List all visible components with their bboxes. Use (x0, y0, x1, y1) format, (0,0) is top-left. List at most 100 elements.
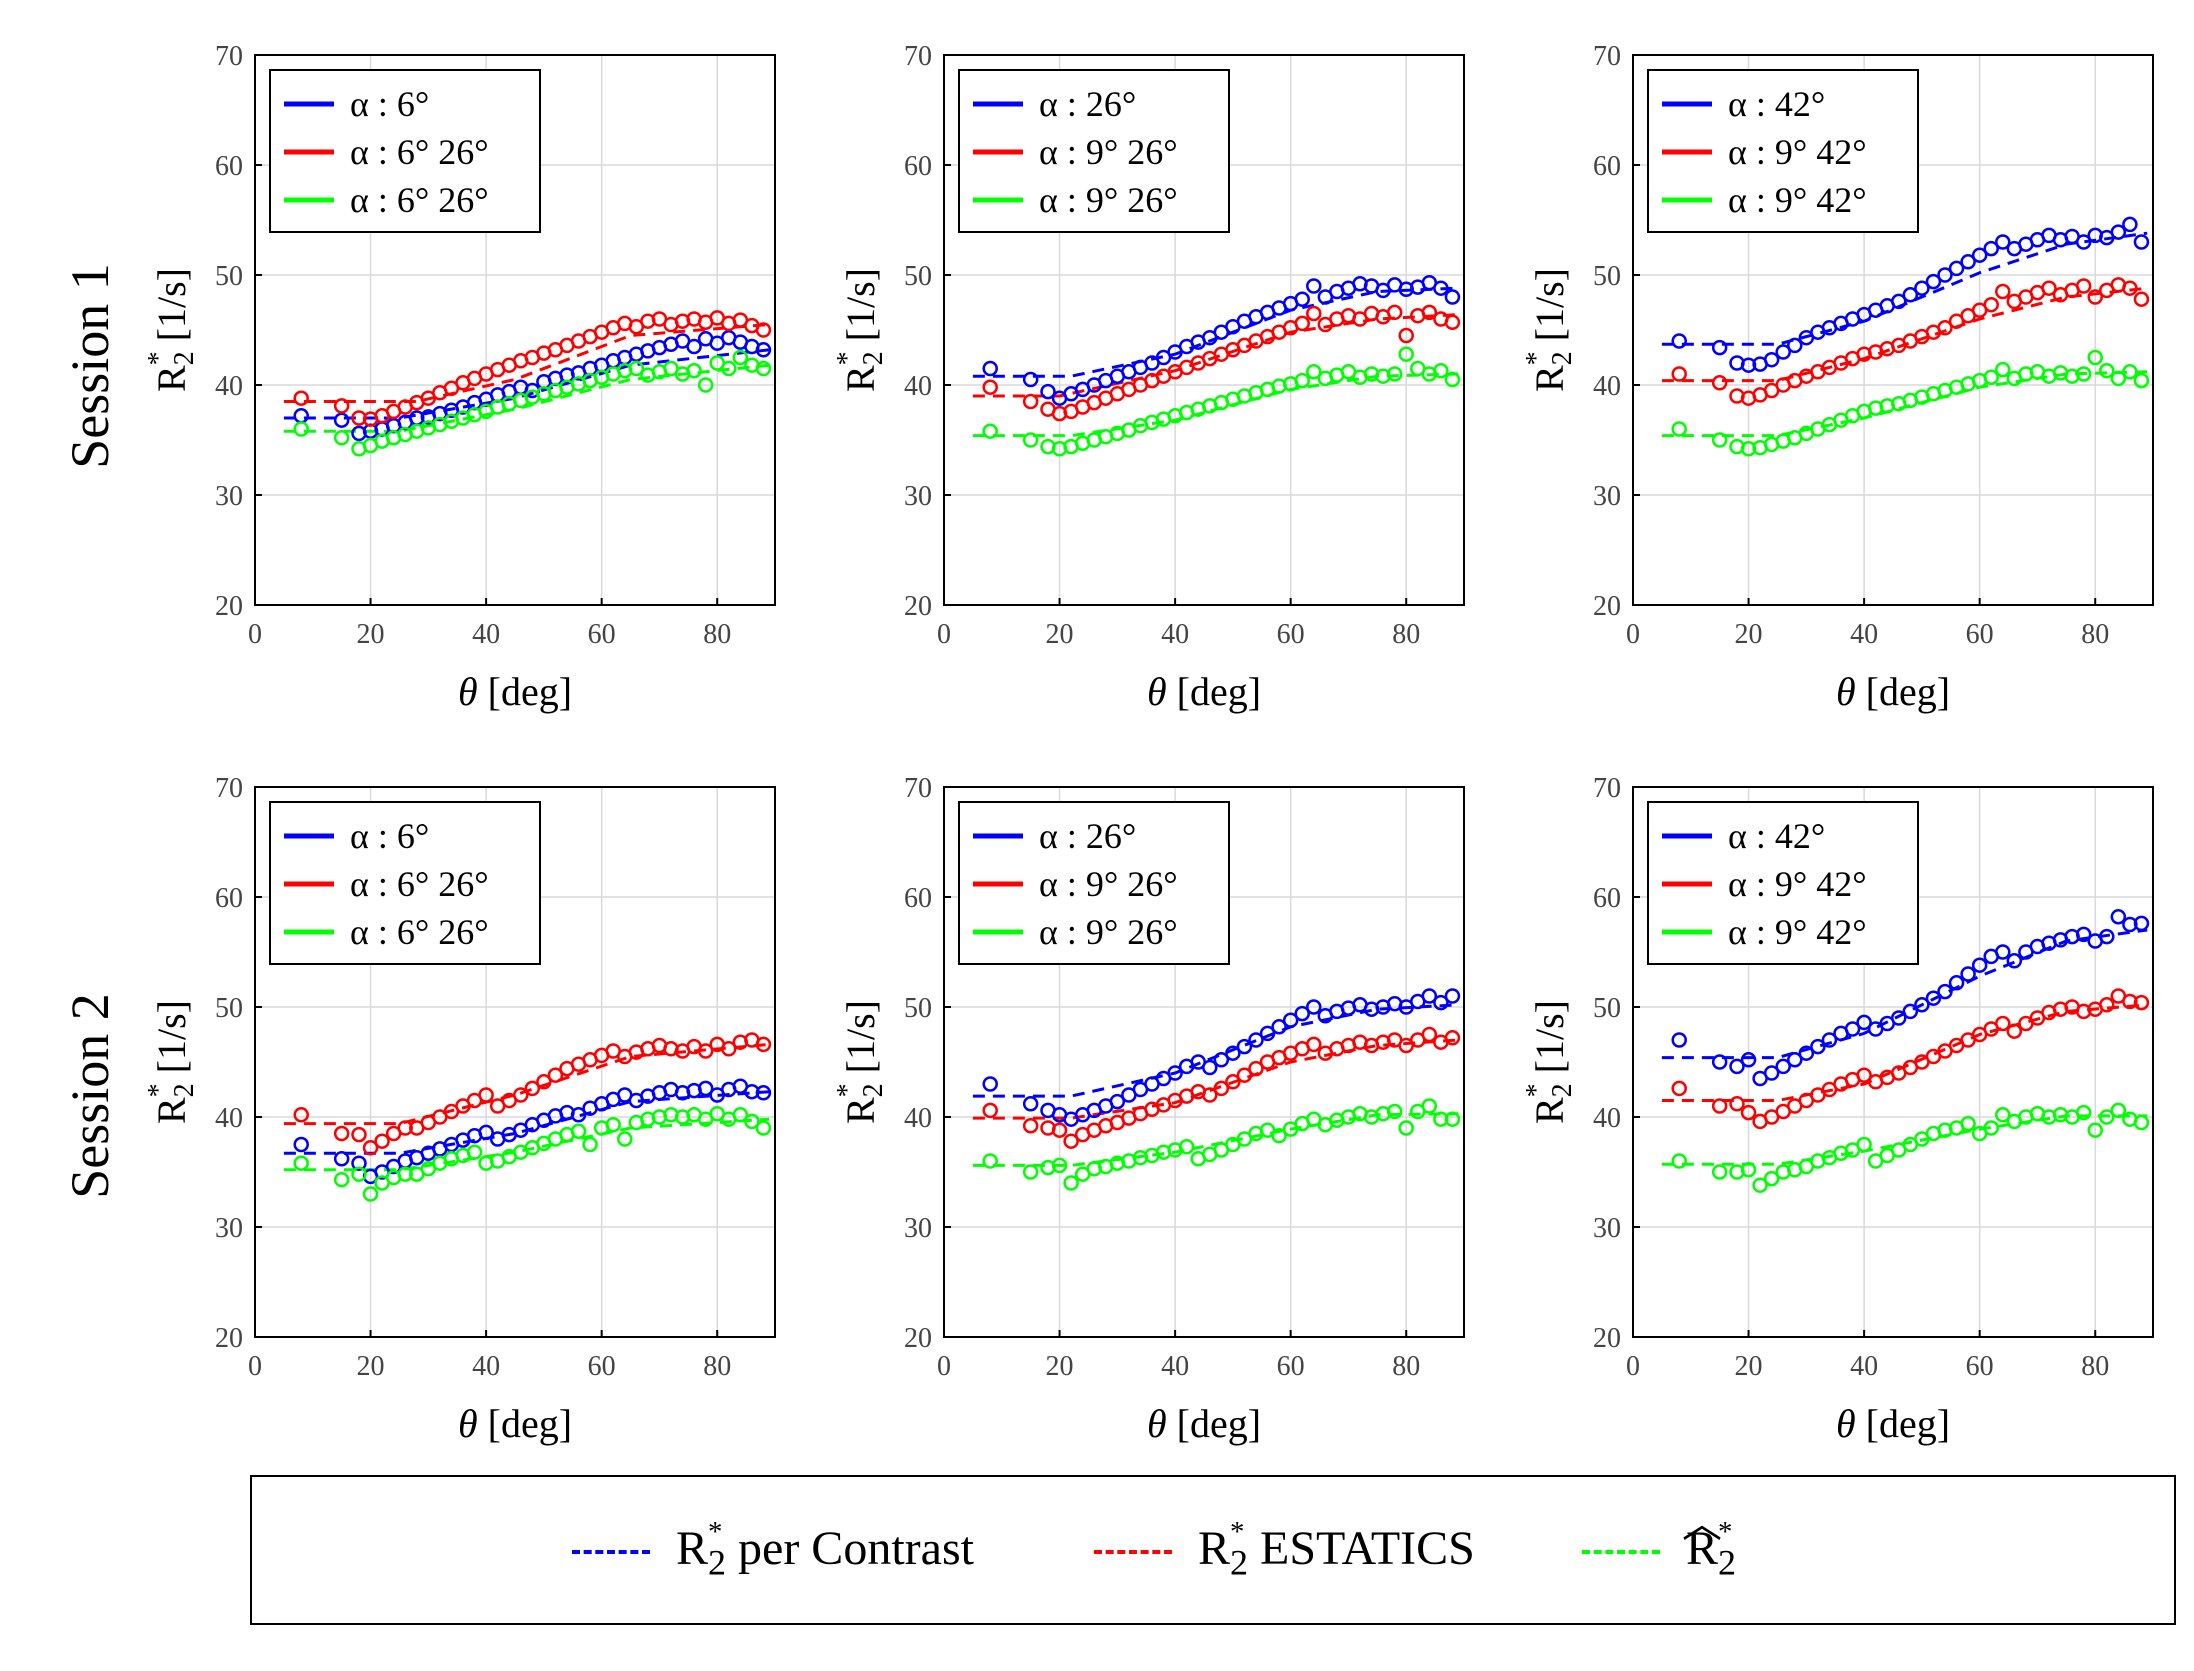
x-tick-label: 80 (2081, 619, 2109, 650)
data-point-green (744, 1113, 760, 1130)
y-tick-label: 70 (1593, 773, 1621, 804)
data-point-red (1306, 1036, 1322, 1053)
data-point-blue (1995, 234, 2011, 250)
data-point-green (582, 1136, 598, 1153)
data-point-blue (333, 1151, 350, 1167)
data-point-green (1983, 1120, 1999, 1136)
data-point-red (982, 379, 998, 395)
data-point-blue (2006, 953, 2023, 969)
data-point-blue (982, 1076, 998, 1092)
data-point-green (2099, 362, 2115, 379)
y-tick-label: 40 (215, 1103, 243, 1134)
data-point-green (2087, 1122, 2103, 1138)
data-point-green (2099, 1109, 2115, 1125)
x-tick-label: 60 (588, 619, 616, 650)
axes-frame (943, 54, 1465, 606)
legend-sub: 2 (1230, 1542, 1249, 1583)
data-point-blue (697, 1080, 714, 1097)
y-tick-label: 20 (904, 591, 932, 622)
data-point-green (1763, 1170, 1780, 1187)
y-tick-label: 70 (1593, 41, 1621, 72)
data-point-blue (686, 338, 702, 355)
data-point-green (1022, 1164, 1039, 1180)
data-point-red (397, 1120, 413, 1136)
legend-entry-label: α : 6° 26° (350, 180, 489, 220)
data-point-blue (1937, 267, 1953, 283)
data-point-red (1386, 304, 1403, 321)
y-axis-label-text: R2* [1/s] (1521, 1000, 1578, 1124)
data-point-green (1398, 1120, 1414, 1136)
y-axis-label: R2* [1/s] (832, 1000, 889, 1124)
data-point-blue (2133, 234, 2150, 250)
legend-entry-label: α : 9° 26° (1039, 180, 1178, 220)
x-axis-label: θ [deg] (1147, 669, 1261, 714)
legend-per-contrast: R * 2 per Contrast (572, 1516, 974, 1582)
axes-frame (943, 786, 1465, 1338)
x-tick-label: 60 (1277, 619, 1305, 650)
data-point-blue (1740, 357, 1757, 373)
data-point-blue (1444, 289, 1461, 305)
legend-sup: * (1230, 1515, 1245, 1548)
axes-frame (254, 54, 776, 606)
data-point-blue (1948, 975, 1965, 991)
y-tick-label: 50 (1593, 261, 1621, 292)
data-point-green (628, 360, 645, 377)
y-tick-label: 30 (904, 1213, 932, 1244)
data-point-red (721, 1041, 737, 1057)
data-point-red (351, 1126, 367, 1143)
y-axis-label-text: R2* [1/s] (143, 1000, 200, 1124)
legend-symbol: R (676, 1521, 709, 1575)
axes-frame (1632, 786, 2154, 1338)
x-tick-label: 80 (1392, 619, 1420, 650)
data-point-green (1671, 421, 1687, 437)
data-point-red (1421, 304, 1438, 321)
data-point-green (2122, 364, 2138, 380)
data-point-blue (1421, 988, 1438, 1004)
y-tick-label: 30 (1593, 481, 1621, 512)
y-tick-label: 70 (904, 773, 932, 804)
data-point-blue (1213, 1052, 1230, 1068)
data-point-red (1421, 1026, 1438, 1043)
data-point-red (513, 1087, 529, 1103)
y-tick-label: 40 (1593, 371, 1621, 402)
y-axis-label: R2* [1/s] (832, 268, 889, 392)
data-point-red (2133, 994, 2150, 1011)
data-point-blue (1711, 339, 1728, 356)
data-point-green (697, 377, 714, 393)
data-point-red (1051, 1122, 1068, 1138)
data-point-blue (1891, 1010, 1907, 1026)
data-point-red (1937, 320, 1953, 336)
data-point-blue (333, 412, 350, 428)
data-point-red (1022, 393, 1039, 410)
data-point-red (1740, 1104, 1757, 1121)
y-tick-label: 50 (904, 993, 932, 1024)
axes-frame (1632, 54, 2154, 606)
data-point-green (466, 1144, 483, 1160)
legend-entry-label: α : 6° (350, 816, 429, 856)
session-1-label: Session 1 (60, 263, 120, 469)
data-point-green (1306, 364, 1322, 380)
data-point-green (570, 1123, 587, 1140)
fit-line-red (283, 323, 770, 403)
data-point-green (1983, 369, 1999, 386)
data-point-green (2133, 1114, 2150, 1131)
data-point-blue (1671, 1032, 1687, 1048)
legend-sup: * (1718, 1515, 1733, 1548)
data-point-green (1421, 1098, 1438, 1114)
x-tick-label: 20 (1046, 1351, 1074, 1382)
data-point-blue (351, 1155, 367, 1171)
x-tick-label: 20 (1046, 619, 1074, 650)
y-tick-label: 60 (904, 151, 932, 182)
y-tick-label: 20 (215, 1323, 243, 1354)
legend-line-per-contrast (572, 1550, 650, 1554)
hat-icon: ︿ (1682, 1500, 1722, 1546)
data-point-red (362, 1140, 379, 1156)
legend-entry-label: α : 9° 26° (1039, 864, 1178, 904)
y-tick-label: 70 (215, 41, 243, 72)
data-point-green (605, 1116, 621, 1133)
data-point-red (2122, 280, 2138, 296)
data-point-blue (2075, 234, 2092, 250)
data-point-blue (1711, 1054, 1728, 1070)
legend-entry-label: α : 6° 26° (350, 912, 489, 952)
